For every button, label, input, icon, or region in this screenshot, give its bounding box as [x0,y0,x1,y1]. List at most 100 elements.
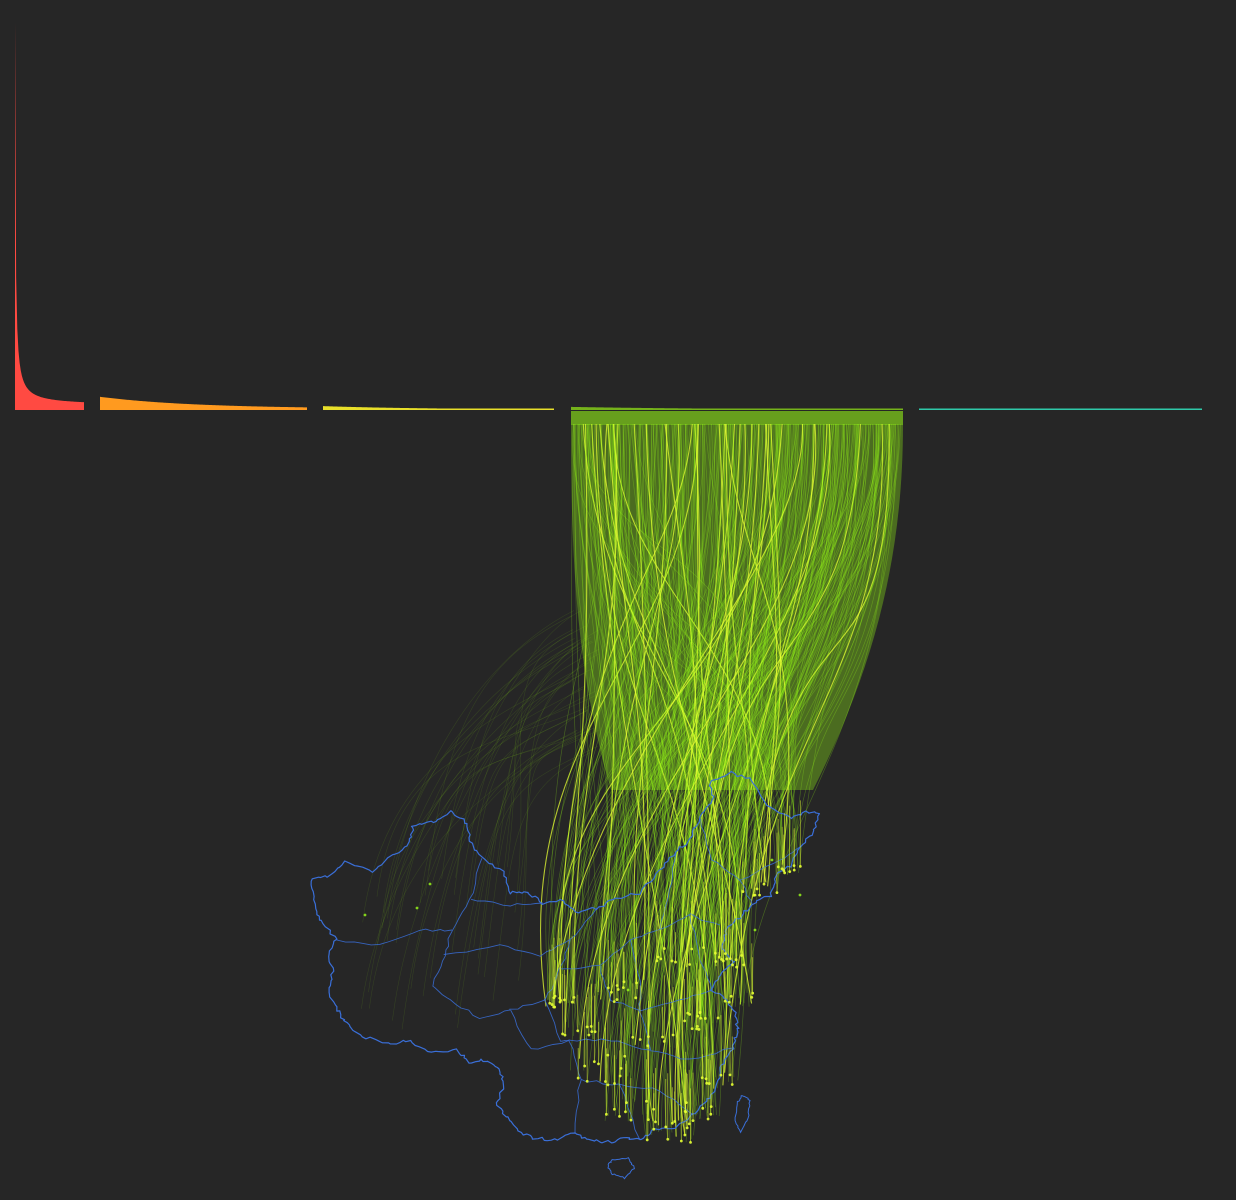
flow-endpoint-dot [688,1012,692,1016]
flow-endpoint-dot [558,1000,562,1004]
flow-line [674,423,770,1137]
flow-line [556,423,783,1003]
flow-endpoint-dot [671,1033,675,1037]
flow-line [625,423,665,1112]
flow-line [630,423,688,1028]
province-boundary [560,913,721,970]
flow-line-faint [453,629,574,895]
flow-line [571,423,588,1068]
flow-line [661,423,857,1131]
province-boundary [581,1078,694,1116]
flow-line [733,423,891,968]
flow-line [600,423,793,979]
flow-line [663,423,779,949]
flow-line [619,423,634,1077]
flow-line [699,423,832,1026]
flow-line [625,423,809,1043]
flow-line [650,423,731,968]
flow-line [700,423,834,1109]
flow-line [733,423,814,963]
flow-line [549,423,825,1004]
province-boundary [569,1038,651,1051]
flow-endpoint-dot [662,947,666,950]
flow-line [553,423,752,1005]
flow-line [559,423,871,999]
flow-line [622,423,692,1119]
flow-line [553,423,604,998]
province-boundary [600,965,713,1012]
flow-line [611,423,646,1002]
province-boundary [700,818,753,905]
flow-line [632,423,799,1099]
flow-line [560,423,808,1001]
flow-endpoint-dot [725,957,729,961]
flow-line [653,423,807,1032]
flow-line [599,423,831,1082]
flow-line-faint [387,610,575,919]
flow-line [702,423,806,1016]
flow-endpoint-dot [720,957,723,961]
flow-line [655,423,744,1122]
province-boundary [618,1083,641,1141]
flow-line [581,423,607,1068]
flow-line [716,423,744,965]
flow-line [739,423,776,896]
flow-line [578,423,783,872]
flow-line [687,423,704,1106]
flow-line [673,423,714,1103]
flow-endpoint-dot [703,1017,707,1020]
flow-endpoint-dot [788,870,792,874]
flow-endpoint-dot [428,882,432,886]
flow-endpoint-dot [613,1082,616,1085]
flow-line [600,423,852,993]
flow-line [674,423,856,963]
flow-line [553,423,804,995]
flow-line [540,423,699,1007]
flow-line [731,423,759,1074]
flow-line [632,423,704,1038]
flow-line [718,423,782,874]
province-boundary [638,1010,734,1060]
flow-line [620,423,790,1109]
flow-line [631,423,795,871]
flow-endpoint-dot [590,1030,594,1034]
flow-endpoint-dot [563,1033,567,1037]
flow-line [661,423,781,871]
flow-line [724,423,884,1073]
flow-endpoint-dot [604,1112,608,1116]
flow-line [639,423,764,1040]
flow-line [595,423,845,1032]
flow-line-faint [514,632,572,913]
flow-line [634,423,739,955]
flow-line [646,423,706,1076]
flow-line [706,423,728,1114]
flow-line [621,423,742,1100]
flow-line [630,423,840,991]
flow-line [677,423,726,1121]
flow-line [631,423,693,1121]
flow-line [623,423,808,982]
flow-line-faint [441,625,587,879]
flow-line [776,423,876,893]
flow-endpoint-dot [645,1138,649,1142]
flow-endpoint-dot [664,1125,668,1129]
flow-line [717,423,747,999]
flow-line [700,423,719,1023]
flow-line [593,423,687,1040]
flow-endpoint-dot [645,1099,648,1103]
flow-line [584,423,695,1067]
flow-endpoint-dot [686,1011,690,1015]
flow-line [679,423,815,1118]
flow-endpoint-dot [683,1133,687,1137]
flow-line [607,423,616,993]
bar-group-2 [323,406,554,410]
flow-endpoint-dot [740,954,744,957]
flow-endpoint-dot [690,1027,694,1031]
selected-group-band [571,411,903,790]
flow-endpoint-dot [685,1101,688,1105]
flow-line [798,423,870,873]
flow-line [586,423,615,1082]
flow-line-faint [368,671,574,993]
flow-line-faint [473,746,598,948]
flow-endpoint-dot [687,1122,691,1126]
